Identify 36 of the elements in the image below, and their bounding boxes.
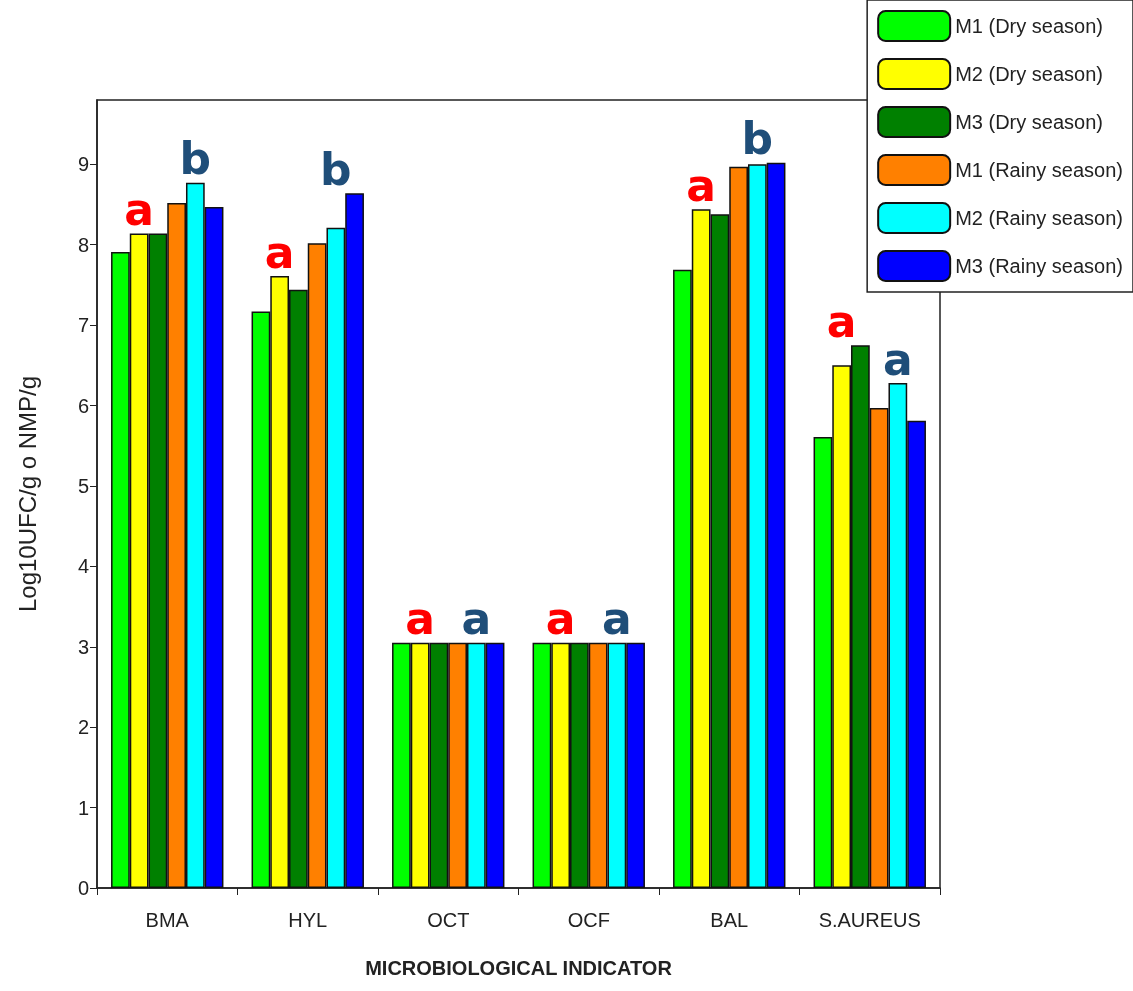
y-tick-label: 0 [77,877,89,899]
x-axis-title: MICROBIOLOGICAL INDICATOR [365,957,673,979]
x-tick-label: S.AUREUS [818,909,921,931]
x-tick-label: HYL [288,909,328,931]
annotation: a [826,295,857,347]
annotation: a [461,593,492,645]
annotation: b [179,133,212,185]
x-tick-label: OCT [427,909,470,931]
y-tick-label: 8 [77,233,89,256]
legend-label: M3 (Dry season) [955,111,1103,133]
y-tick-label: 5 [77,474,89,497]
y-tick-label: 6 [77,394,89,417]
y-tick-label: 9 [77,153,89,176]
legend-label: M3 (Rainy season) [955,255,1123,277]
annotation: a [405,593,435,645]
x-tick-label: BMA [145,909,190,931]
annotation: b [320,143,352,195]
annotation: a [883,333,913,385]
annotation: b [741,113,774,165]
y-tick-label: 7 [77,314,89,337]
y-tick-label: 3 [77,635,89,658]
y-axis-title: Log10UFC/g o NMP/g [13,375,41,613]
legend-label: M2 (Dry season) [955,63,1103,85]
annotation: a [686,159,716,211]
y-tick-label: 4 [77,555,89,578]
x-tick-label: BAL [710,909,749,931]
annotation: a [545,593,576,645]
annotation: a [124,183,154,235]
y-tick-label: 2 [77,716,89,739]
legend-label: M1 (Rainy season) [955,159,1123,181]
x-tick-label: OCF [567,909,610,931]
y-tick-label: 1 [77,796,89,819]
legend-label: M2 (Rainy season) [955,207,1123,229]
legend-label: M1 (Dry season) [955,15,1103,37]
annotation: a [264,226,295,278]
annotation: a [602,593,632,645]
